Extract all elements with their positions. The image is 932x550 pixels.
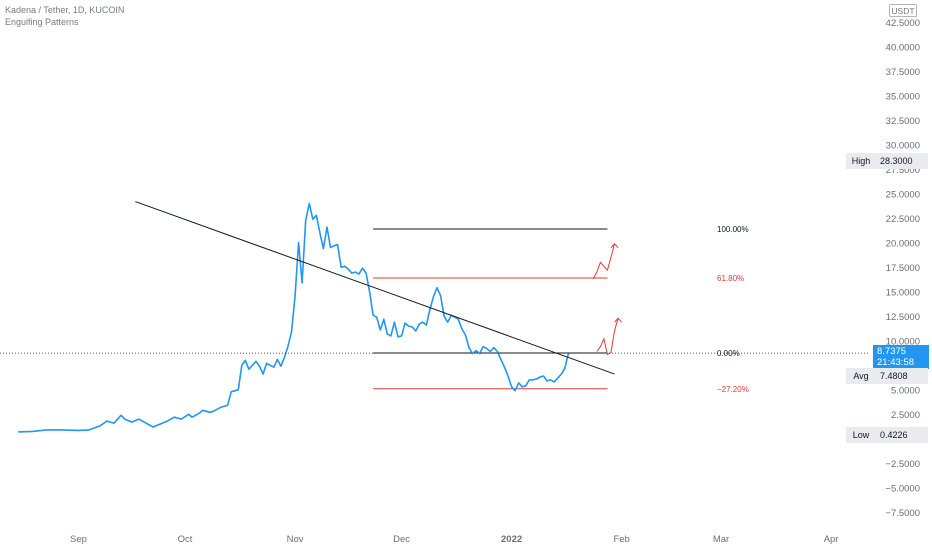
- price-tick-label: 2.5000: [891, 410, 920, 421]
- price-tick-label: −7.5000: [885, 508, 920, 519]
- high-value: 28.3000: [876, 153, 928, 169]
- low-value: 0.4226: [876, 427, 928, 443]
- time-tick-label: 2022: [501, 534, 522, 545]
- price-tick-label: 5.0000: [891, 385, 920, 396]
- fib-level-label: 0.00%: [717, 349, 740, 358]
- price-tick-label: 27.5000: [886, 165, 920, 176]
- price-tick-label: 20.0000: [886, 238, 920, 249]
- price-tick-label: 25.0000: [886, 189, 920, 200]
- price-tick-label: 37.5000: [886, 67, 920, 78]
- time-tick-label: Dec: [393, 534, 410, 545]
- low-label: Low: [846, 427, 876, 443]
- price-tick-label: −5.0000: [885, 483, 920, 494]
- price-tick-label: 40.0000: [886, 42, 920, 53]
- bar-countdown: 21:43:58: [877, 357, 914, 368]
- arrow-head: [610, 242, 619, 249]
- time-tick-label: Feb: [613, 534, 629, 545]
- last-price-value: 8.7375: [877, 346, 907, 357]
- time-tick-label: Nov: [287, 534, 304, 545]
- descending-trendline[interactable]: [135, 201, 615, 375]
- trendline[interactable]: [135, 201, 615, 375]
- time-tick-label: Apr: [824, 534, 839, 545]
- price-tick-label: 17.5000: [886, 263, 920, 274]
- price-tick-label: 32.5000: [886, 116, 920, 127]
- price-tick-label: 30.0000: [886, 140, 920, 151]
- price-line: [18, 202, 570, 433]
- time-axis[interactable]: Sep Oct Nov Dec 2022 Feb Mar Apr: [70, 534, 838, 545]
- projection-arrows[interactable]: [592, 242, 622, 356]
- currency-button[interactable]: USDT: [889, 4, 917, 17]
- last-price-badge: 8.7375 21:43:58: [873, 345, 929, 369]
- avg-value: 7.4808: [876, 368, 928, 384]
- price-series: [18, 202, 570, 433]
- time-tick-label: Oct: [178, 534, 193, 545]
- price-tick-label: 22.5000: [886, 214, 920, 225]
- avg-label: Avg: [846, 368, 876, 384]
- price-tick-label: −2.5000: [885, 459, 920, 470]
- high-label: High: [846, 153, 876, 169]
- fib-level-label: −27.20%: [717, 385, 749, 394]
- price-tick-label: 12.5000: [886, 312, 920, 323]
- price-tick-label: 15.0000: [886, 287, 920, 298]
- price-tick-label: 35.0000: [886, 91, 920, 102]
- price-tick-label: 10.0000: [886, 336, 920, 347]
- time-tick-label: Mar: [713, 534, 729, 545]
- fib-level-label: 61.80%: [717, 274, 744, 283]
- price-axis[interactable]: 42.5000 40.0000 37.5000 35.0000 32.5000 30.00…: [885, 18, 920, 519]
- projection-path[interactable]: [596, 318, 619, 356]
- fib-level-label: 100.00%: [717, 225, 749, 234]
- chart-title: Kadena / Tether, 1D, KUCOIN: [5, 5, 125, 15]
- fibonacci-retracement[interactable]: 100.00% 61.80% 0.00% −27.20%: [373, 225, 749, 394]
- time-tick-label: Sep: [70, 534, 87, 545]
- arrow-head: [614, 317, 622, 323]
- indicator-name[interactable]: Engulfing Patterns: [5, 17, 79, 27]
- projection-path[interactable]: [592, 243, 615, 280]
- price-tick-label: 42.5000: [886, 18, 920, 29]
